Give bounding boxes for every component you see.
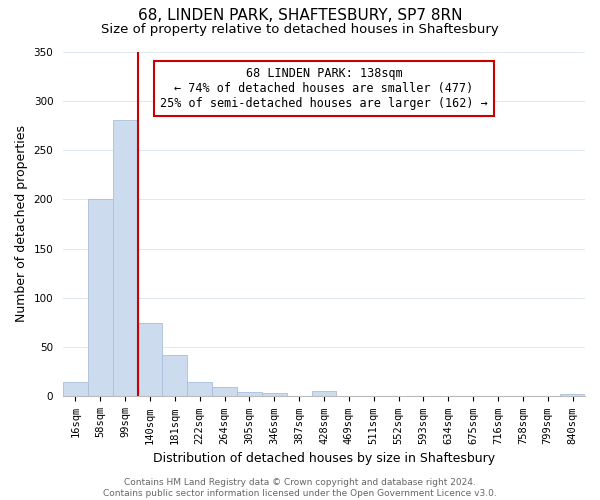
Bar — [212, 386, 237, 396]
Bar — [163, 355, 187, 397]
Y-axis label: Number of detached properties: Number of detached properties — [15, 126, 28, 322]
Bar — [63, 382, 88, 396]
Bar — [262, 394, 287, 396]
Bar — [311, 390, 337, 396]
Bar — [88, 200, 113, 396]
Text: Contains HM Land Registry data © Crown copyright and database right 2024.
Contai: Contains HM Land Registry data © Crown c… — [103, 478, 497, 498]
Bar — [560, 394, 585, 396]
Bar — [187, 382, 212, 396]
Text: 68, LINDEN PARK, SHAFTESBURY, SP7 8RN: 68, LINDEN PARK, SHAFTESBURY, SP7 8RN — [138, 8, 462, 22]
X-axis label: Distribution of detached houses by size in Shaftesbury: Distribution of detached houses by size … — [153, 452, 495, 465]
Text: Size of property relative to detached houses in Shaftesbury: Size of property relative to detached ho… — [101, 22, 499, 36]
Bar — [113, 120, 137, 396]
Bar — [237, 392, 262, 396]
Bar — [137, 322, 163, 396]
Text: 68 LINDEN PARK: 138sqm
← 74% of detached houses are smaller (477)
25% of semi-de: 68 LINDEN PARK: 138sqm ← 74% of detached… — [160, 67, 488, 110]
